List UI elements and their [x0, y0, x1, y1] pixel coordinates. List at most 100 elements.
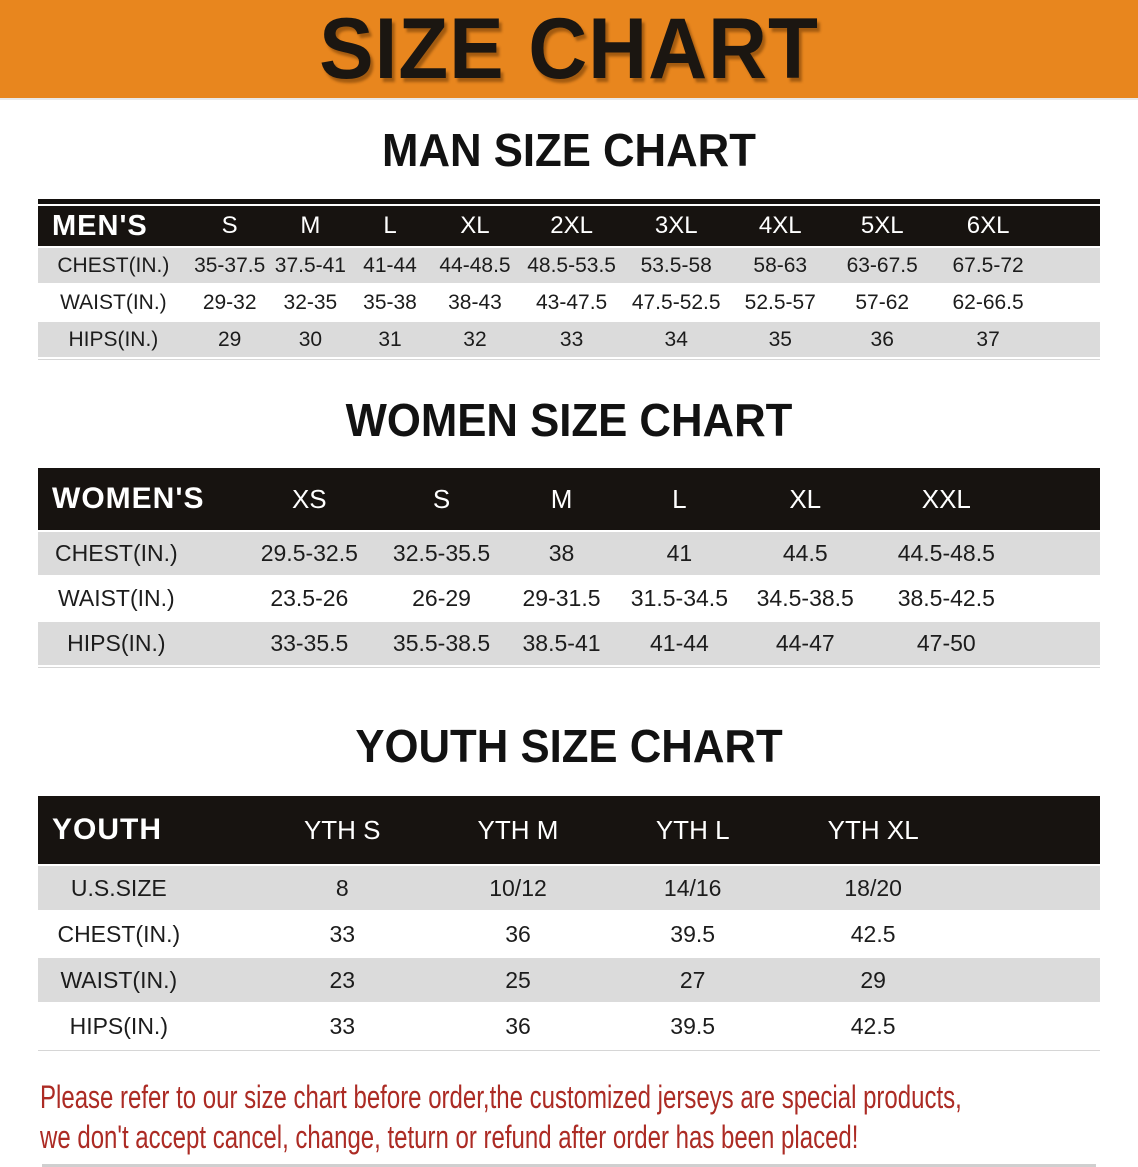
value-cell: 52.5-57 — [729, 283, 832, 322]
value-cell: 29.5-32.5 — [238, 530, 380, 577]
notice-line-1: Please refer to our size chart before or… — [40, 1079, 962, 1115]
value-cell: 32 — [429, 320, 521, 359]
header-row: MEN'S S M L XL 2XL 3XL 4XL 5XL 6XL — [38, 206, 1100, 247]
value-cell: 36 — [430, 1002, 606, 1050]
value-cell: 29-31.5 — [503, 575, 620, 622]
value-cell: 42.5 — [780, 910, 1100, 958]
women-section-heading: WOMEN SIZE CHART — [345, 394, 793, 446]
size-header-cell: YTH XL — [780, 796, 1100, 865]
size-table: WOMEN'S XS S M L XL XXL CHEST(IN.) 29.5-32.5 32.5… — [38, 468, 1100, 667]
value-cell: 32.5-35.5 — [379, 530, 504, 577]
section-men: MAN SIZE CHART MEN'S S M L XL 2XL 3XL 4XL 5XL 6XL… — [0, 126, 1138, 360]
value-cell: 14/16 — [605, 864, 781, 912]
value-cell: 37.5-41 — [270, 246, 351, 285]
measure-label-cell: HIPS(IN.) — [38, 1002, 254, 1050]
table-row: CHEST(IN.) 29.5-32.5 32.5-35.5 38 41 44.5 44.5… — [38, 530, 1100, 577]
table-row: HIPS(IN.) 33 36 39.5 42.5 — [38, 1002, 1100, 1050]
section-youth: YOUTH SIZE CHART YOUTH YTH S YTH M YTH L YTH… — [0, 722, 1138, 1051]
value-cell: 42.5 — [780, 1002, 1100, 1050]
banner-title: SIZE CHART — [319, 1, 819, 97]
table-row: WAIST(IN.) 29-32 32-35 35-38 38-43 43-47.5 47.… — [38, 283, 1100, 322]
value-cell: 67.5-72 — [933, 246, 1100, 285]
value-cell: 33-35.5 — [238, 620, 380, 667]
value-cell: 18/20 — [780, 864, 1100, 912]
value-cell: 25 — [430, 956, 606, 1004]
size-header-cell: M — [270, 206, 351, 247]
table-row: CHEST(IN.) 33 36 39.5 42.5 — [38, 910, 1100, 958]
value-cell: 32-35 — [270, 283, 351, 322]
table-row: WAIST(IN.) 23.5-26 26-29 29-31.5 31.5-34.5 34… — [38, 575, 1100, 622]
value-cell: 53.5-58 — [623, 246, 730, 285]
value-cell: 58-63 — [729, 246, 832, 285]
size-header-cell: M — [503, 468, 620, 531]
women-size-table: WOMEN'S XS S M L XL XXL CHEST(IN.) 29.5-32.5 32.5… — [38, 468, 1100, 668]
value-cell: 38.5-41 — [503, 620, 620, 667]
measure-label-cell: HIPS(IN.) — [38, 320, 189, 359]
value-cell: 29 — [780, 956, 1100, 1004]
value-cell: 35 — [729, 320, 832, 359]
value-cell: 27 — [605, 956, 781, 1004]
size-header-cell: S — [379, 468, 504, 531]
value-cell: 29 — [188, 320, 271, 359]
measure-label-cell: CHEST(IN.) — [38, 530, 239, 577]
table-row: HIPS(IN.) 29 30 31 32 33 34 35 36 37 — [38, 320, 1100, 359]
value-cell: 62-66.5 — [933, 283, 1100, 322]
value-cell: 23 — [253, 956, 431, 1004]
size-header-cell: XL — [429, 206, 521, 247]
measure-label-cell: HIPS(IN.) — [38, 620, 239, 667]
header-row: WOMEN'S XS S M L XL XXL — [38, 468, 1100, 531]
measure-label-cell: WAIST(IN.) — [38, 575, 239, 622]
value-cell: 41-44 — [619, 620, 739, 667]
value-cell: 36 — [831, 320, 934, 359]
value-cell: 44.5-48.5 — [871, 530, 1100, 577]
table-row: HIPS(IN.) 33-35.5 35.5-38.5 38.5-41 41-44 44-… — [38, 620, 1100, 667]
value-cell: 26-29 — [379, 575, 504, 622]
value-cell: 10/12 — [430, 864, 606, 912]
value-cell: 35-37.5 — [188, 246, 271, 285]
value-cell: 38-43 — [429, 283, 521, 322]
measure-label-cell: CHEST(IN.) — [38, 246, 189, 285]
value-cell: 36 — [430, 910, 606, 958]
value-cell: 48.5-53.5 — [520, 246, 624, 285]
size-header-cell: YTH L — [605, 796, 781, 865]
value-cell: 35-38 — [350, 283, 430, 322]
size-header-cell: L — [619, 468, 739, 531]
size-header-cell: 4XL — [729, 206, 832, 247]
measure-label-cell: WAIST(IN.) — [38, 283, 189, 322]
value-cell: 47-50 — [871, 620, 1100, 667]
header-row: YOUTH YTH S YTH M YTH L YTH XL — [38, 796, 1100, 865]
value-cell: 8 — [253, 864, 431, 912]
value-cell: 43-47.5 — [520, 283, 624, 322]
banner: SIZE CHART — [0, 0, 1138, 100]
size-header-cell: L — [350, 206, 430, 247]
value-cell: 39.5 — [605, 1002, 781, 1050]
youth-section-heading: YOUTH SIZE CHART — [355, 720, 783, 772]
table-row: U.S.SIZE 8 10/12 14/16 18/20 — [38, 864, 1100, 912]
men-section-heading: MAN SIZE CHART — [382, 124, 756, 176]
size-header-cell: 5XL — [831, 206, 934, 247]
size-table: YOUTH YTH S YTH M YTH L YTH XL U.S.SIZE 8 10/12… — [38, 796, 1100, 1050]
size-header-cell: XL — [738, 468, 872, 531]
value-cell: 38.5-42.5 — [871, 575, 1100, 622]
value-cell: 29-32 — [188, 283, 271, 322]
value-cell: 34.5-38.5 — [738, 575, 872, 622]
youth-size-table: YOUTH YTH S YTH M YTH L YTH XL U.S.SIZE 8 10/12… — [38, 796, 1100, 1051]
notice-line-2: we don't accept cancel, change, teturn o… — [40, 1119, 859, 1155]
value-cell: 31 — [350, 320, 430, 359]
table-title-cell: WOMEN'S — [38, 468, 239, 531]
value-cell: 44-48.5 — [429, 246, 521, 285]
value-cell: 38 — [503, 530, 620, 577]
value-cell: 34 — [623, 320, 730, 359]
value-cell: 44.5 — [738, 530, 872, 577]
table-row: WAIST(IN.) 23 25 27 29 — [38, 956, 1100, 1004]
size-header-cell: YTH S — [253, 796, 431, 865]
size-header-cell: YTH M — [430, 796, 606, 865]
value-cell: 41-44 — [350, 246, 430, 285]
size-header-cell: 6XL — [933, 206, 1100, 247]
value-cell: 33 — [520, 320, 624, 359]
size-header-cell: XXL — [871, 468, 1100, 531]
section-women: WOMEN SIZE CHART WOMEN'S XS S M L XL XXL CHEST(… — [0, 396, 1138, 668]
size-table: MEN'S S M L XL 2XL 3XL 4XL 5XL 6XL CHEST(IN.) 35-37… — [38, 206, 1100, 359]
value-cell: 47.5-52.5 — [623, 283, 730, 322]
